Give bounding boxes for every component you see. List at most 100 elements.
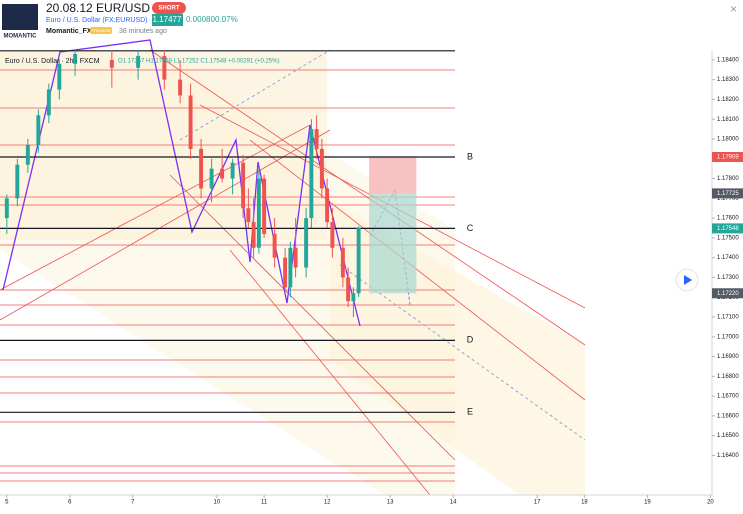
candle-body [57,63,62,90]
target-zone [369,193,417,294]
x-tick-label: 5 [5,500,9,506]
candle-body [262,178,267,234]
candle-body [15,164,20,199]
y-tick-label: 1.16900 [717,354,739,360]
x-tick-label: 20 [707,500,714,506]
candle-body [136,55,141,68]
candle-body [351,293,356,302]
price-badge-label: 1.17548 [717,226,739,232]
candle-body [162,55,167,80]
dotted-line [179,49,331,141]
price-badge [712,288,743,299]
y-tick-label: 1.16500 [717,433,739,439]
y-tick-label: 1.17700 [717,196,739,202]
candle-body [288,247,293,288]
candle-body [178,79,183,96]
play-icon [684,275,692,285]
x-tick-label: 19 [644,500,651,506]
idea-title: 20.08.12 EUR/USD [46,1,150,15]
y-tick-label: 1.18300 [717,77,739,83]
candle-body [46,89,51,116]
fib-lines [0,49,586,496]
level-label: C [467,223,474,233]
author[interactable]: Momantic_FX [46,28,92,35]
x-tick-label: 11 [261,500,268,506]
change: 0.00080 [186,15,215,24]
y-tick-label: 1.18000 [717,137,739,143]
candle-body [346,277,351,302]
x-tick-label: 7 [131,500,135,506]
candle-body [199,148,204,189]
candle-body [293,247,298,268]
close-icon[interactable]: × [730,2,737,16]
price-badge-label: 1.17220 [717,291,739,297]
x-tick-label: 17 [534,500,541,506]
candle-body [325,188,330,223]
premium-label: PREMIUM [92,28,111,33]
candle-body [230,162,235,179]
candle-body [283,257,288,288]
x-tick-label: 14 [450,500,457,506]
candle-body [109,59,114,68]
logo-text: MOMANTIC [4,34,38,40]
candle-body [340,247,345,278]
price: 1.17477 [153,15,182,24]
zone [0,50,455,495]
price-box [152,14,183,26]
y-tick-label: 1.17600 [717,216,739,222]
price-badge-label: 1.17909 [717,155,739,161]
y-tick-label: 1.16700 [717,394,739,400]
candle-body [25,144,30,165]
time: 38 minutes ago [119,28,167,35]
x-tick-label: 18 [581,500,588,506]
price-badge-label: 1.17725 [717,191,739,197]
y-tick-label: 1.17100 [717,315,739,321]
ohlc: O1.17257 H1.17568 L1.17252 C1.17548 +0.0… [118,59,279,65]
level-label: E [467,407,473,417]
x-tick-label: 12 [324,500,331,506]
y-tick-label: 1.18400 [717,57,739,63]
plot [0,50,455,413]
candle-body [309,129,314,219]
y-tick-label: 1.18100 [717,117,739,123]
candle-body [246,208,251,223]
candle-body [272,233,277,258]
candle-body [256,178,261,248]
drawings [0,39,586,496]
short-badge [152,2,186,14]
candle-body [36,115,41,145]
y-tick-label: 1.16800 [717,374,739,380]
x-tick-label: 13 [387,500,394,506]
y-tick-label: 1.17800 [717,176,739,182]
change-pct: 0.07% [215,15,238,24]
premium-badge [90,27,112,34]
x-tick-label: 10 [214,500,221,506]
candle-body [251,222,256,248]
x-tick-label: 6 [68,500,72,506]
candle-body [188,95,193,149]
y-tick-label: 1.17400 [717,255,739,261]
candle-body [319,148,324,189]
dotted-line [339,264,586,441]
candle-body [209,168,214,189]
price-badge [712,151,743,162]
y-tick-label: 1.16600 [717,413,739,419]
y-tick-label: 1.17500 [717,235,739,241]
stop-zone [369,156,417,194]
candle-body [356,228,361,294]
candle-body [4,198,9,219]
y-tick-label: 1.18200 [717,97,739,103]
candle-body [304,218,309,268]
level-label: B [467,151,473,161]
price-badge [712,223,743,234]
candle-body [330,222,335,248]
short-label: SHORT [159,6,180,12]
candle-body [314,129,319,149]
y-tick-label: 1.16400 [717,453,739,459]
y-tick-label: 1.17300 [717,275,739,281]
candle-body [73,53,78,64]
symbol[interactable]: Euro / U.S. Dollar (FX:EURUSD) [46,17,148,24]
candle-body [220,168,225,179]
